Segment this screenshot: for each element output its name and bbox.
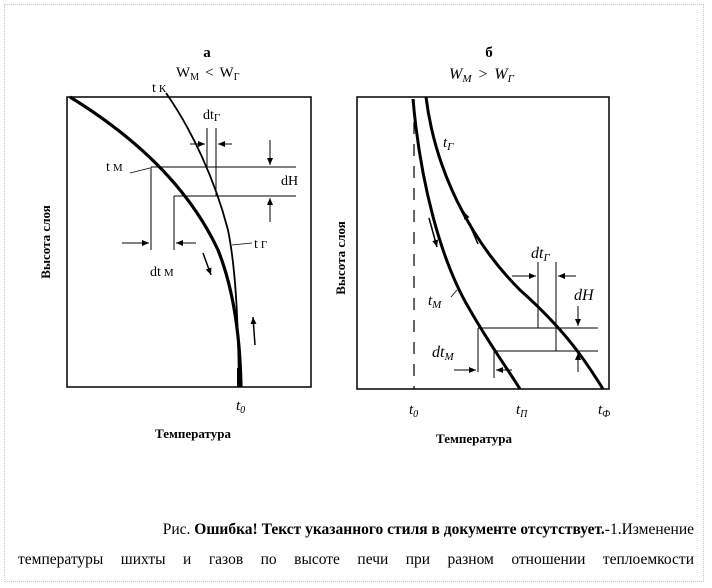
panel-b-condition: WМ > WГ bbox=[449, 66, 515, 85]
panel-b-curve-tm bbox=[411, 98, 522, 390]
panel-b-flow-arrow-down bbox=[428, 217, 439, 248]
panel-a-ylabel: Высота слоя bbox=[38, 205, 53, 279]
page-border bbox=[4, 4, 704, 582]
panel-b-label-t0: t0 bbox=[409, 402, 418, 420]
panel-a-leader-tm bbox=[129, 167, 151, 174]
panel-b-label-dtg: dtГ bbox=[531, 245, 550, 264]
panel-a-label-dtm: dt М bbox=[150, 265, 174, 280]
caption-suffix: -1.Изменение bbox=[604, 521, 694, 538]
panel-b-label-tp: tП bbox=[516, 402, 528, 420]
panel-b-ylabel: Высота слоя bbox=[333, 221, 348, 295]
caption-line-1: Рис. Ошибка! Текст указанного стиля в до… bbox=[18, 522, 694, 538]
caption-line-2: температуры шихты и газов по высоте печи… bbox=[18, 551, 694, 568]
panel-b-letter: б bbox=[485, 45, 493, 61]
panel-b-flow-arrow-up bbox=[463, 211, 479, 245]
panel-b-label-dtm: dtМ bbox=[432, 344, 454, 363]
panel-a-label-t0: t0 bbox=[236, 398, 245, 416]
panel-a-label-dtg: dtГ bbox=[203, 108, 220, 124]
panel-b-frame bbox=[356, 96, 610, 390]
panel-a-frame bbox=[66, 96, 312, 388]
panel-a-curve-tg bbox=[165, 92, 240, 388]
panel-a-letter: а bbox=[203, 45, 211, 61]
panel-a-condition: WМ < WГ bbox=[176, 65, 240, 83]
panel-b-xlabel: Температура bbox=[436, 431, 512, 446]
panel-a-flow-arrow-down bbox=[202, 252, 212, 276]
panel-a-label-dh: dH bbox=[281, 174, 298, 189]
panel-a-curve-tm bbox=[69, 95, 243, 388]
panel-b-leader-tm bbox=[450, 289, 458, 298]
panel-b-curve-tg bbox=[424, 96, 605, 390]
panel-a-xlabel: Температура bbox=[155, 426, 231, 441]
panel-b-label-tf: tФ bbox=[598, 402, 610, 420]
panel-b-label-tg: tГ bbox=[443, 135, 454, 153]
panel-b-label-dh: dH bbox=[574, 287, 595, 304]
panel-b: б WМ > WГ Высота слоя Температура tГ dtГ bbox=[333, 45, 610, 446]
caption-error-text: Ошибка! Текст указанного стиля в докумен… bbox=[194, 521, 605, 538]
panel-a-leader-tg bbox=[231, 242, 253, 246]
caption-prefix: Рис. bbox=[162, 521, 195, 538]
panel-b-label-tm: tМ bbox=[428, 293, 442, 311]
panel-a-flow-arrow-up bbox=[250, 316, 257, 346]
